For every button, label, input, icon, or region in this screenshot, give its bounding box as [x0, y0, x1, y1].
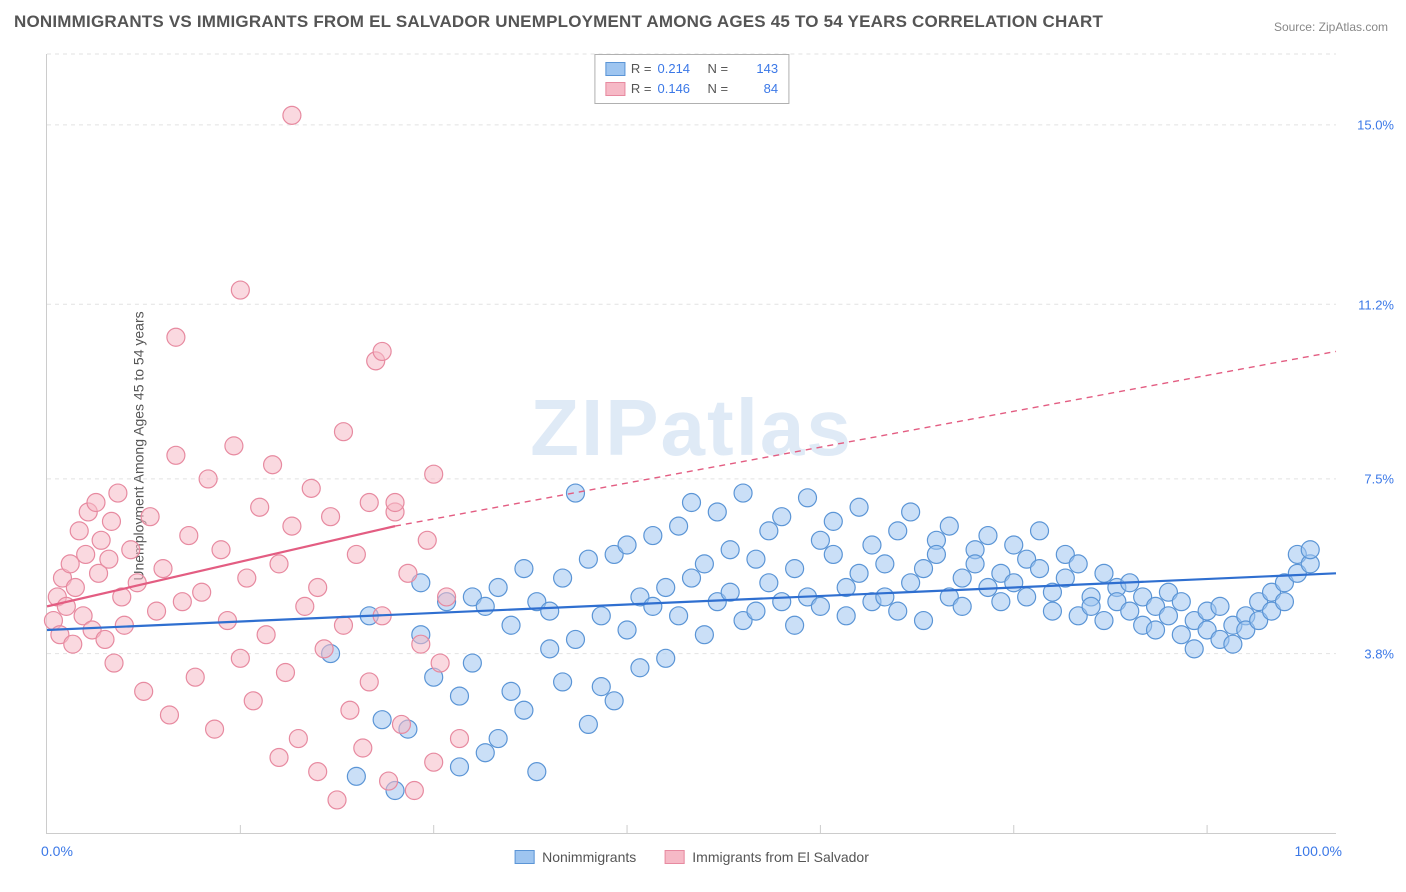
legend-stats: R = 0.214 N =143 R = 0.146 N =84	[594, 54, 789, 104]
legend-stats-row: R = 0.214 N =143	[605, 59, 778, 79]
legend-series-item: Immigrants from El Salvador	[664, 849, 869, 865]
legend-stats-row: R = 0.146 N =84	[605, 79, 778, 99]
legend-series-label: Immigrants from El Salvador	[692, 849, 869, 865]
legend-n-label: N =	[708, 79, 729, 99]
legend-series-item: Nonimmigrants	[514, 849, 636, 865]
x-axis-min-label: 0.0%	[41, 843, 73, 859]
legend-r-value: 0.214	[658, 59, 702, 79]
legend-r-value: 0.146	[658, 79, 702, 99]
plot-area: ZIPatlas R =0.214N =143R =0.146N =84 3.8…	[46, 54, 1336, 834]
legend-series-label: Nonimmigrants	[542, 849, 636, 865]
y-tick-label: 7.5%	[1364, 472, 1394, 487]
legend-swatch	[605, 62, 625, 76]
legend-n-label: N =	[708, 59, 729, 79]
legend-swatch	[664, 850, 684, 864]
chart-title: NONIMMIGRANTS VS IMMIGRANTS FROM EL SALV…	[14, 12, 1103, 32]
source-label: Source: ZipAtlas.com	[1274, 20, 1388, 34]
y-tick-label: 15.0%	[1357, 117, 1394, 132]
scatter-svg	[47, 54, 1336, 833]
legend-r-label: R =	[631, 59, 652, 79]
legend-swatch	[605, 82, 625, 96]
legend-n-value: 143	[734, 59, 778, 79]
y-tick-label: 11.2%	[1358, 297, 1394, 312]
legend-swatch	[514, 850, 534, 864]
legend-series: Nonimmigrants Immigrants from El Salvador	[514, 849, 869, 865]
x-axis-max-label: 100.0%	[1295, 843, 1342, 859]
legend-n-value: 84	[734, 79, 778, 99]
legend-r-label: R =	[631, 79, 652, 99]
y-tick-label: 3.8%	[1364, 647, 1394, 662]
